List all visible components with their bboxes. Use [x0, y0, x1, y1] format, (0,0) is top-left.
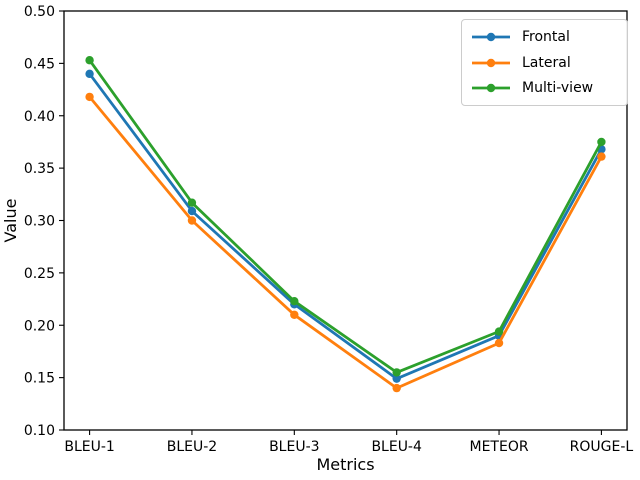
- y-tick-label: 0.40: [24, 109, 55, 125]
- y-tick-label: 0.35: [24, 161, 55, 177]
- plot-frame: [63, 10, 628, 431]
- point-frontal-bleu-4: [392, 374, 401, 383]
- y-tick-label: 0.10: [24, 423, 55, 439]
- series-line-frontal: [88, 72, 603, 381]
- y-tick-label: 0.30: [24, 214, 55, 230]
- y-axis-label: Value: [1, 199, 20, 243]
- legend-entry-multi-view: Multi-view: [470, 75, 619, 101]
- legend-label-lateral: Lateral: [522, 54, 571, 71]
- legend-label-multi-view: Multi-view: [522, 80, 594, 97]
- point-multi-view-bleu-3: [290, 296, 299, 306]
- point-frontal-bleu-1: [85, 69, 94, 79]
- point-multi-view-meteor: [494, 327, 504, 336]
- y-tick-label: 0.45: [24, 56, 55, 72]
- legend-entry-frontal: Frontal: [470, 24, 619, 50]
- legend-line-marker-icon: [472, 58, 510, 67]
- legend: Frontal Lateral Multi-view: [461, 19, 628, 106]
- point-lateral-rouge-l: [597, 152, 606, 161]
- point-lateral-bleu-2: [187, 216, 197, 225]
- point-multi-view-bleu-4: [392, 368, 401, 377]
- x-tick-label: METEOR: [470, 439, 529, 455]
- y-tick-label: 0.20: [24, 318, 55, 334]
- series-line-lateral: [88, 95, 603, 390]
- point-frontal-bleu-2: [187, 206, 197, 216]
- x-tick-label: BLEU-4: [371, 439, 422, 455]
- x-axis-label: Metrics: [316, 455, 374, 474]
- legend-line-marker-icon: [472, 32, 510, 42]
- x-tick-label: BLEU-1: [64, 439, 114, 455]
- point-lateral-bleu-1: [85, 92, 94, 102]
- legend-line-marker-icon: [472, 83, 510, 93]
- point-lateral-bleu-4: [392, 383, 401, 393]
- series-line-multi-view: [88, 58, 603, 374]
- x-tick-label: BLEU-2: [167, 439, 217, 455]
- x-tick-label: ROUGE-L: [570, 439, 634, 455]
- legend-entry-lateral: Lateral: [470, 50, 619, 76]
- legend-label-frontal: Frontal: [522, 28, 570, 45]
- point-multi-view-rouge-l: [597, 137, 606, 147]
- point-multi-view-bleu-2: [187, 198, 197, 207]
- y-tick-label: 0.50: [24, 4, 55, 20]
- point-lateral-meteor: [494, 338, 504, 348]
- x-tick-label: BLEU-3: [269, 439, 319, 455]
- point-multi-view-bleu-1: [85, 56, 94, 65]
- point-lateral-bleu-3: [290, 310, 299, 319]
- y-tick-label: 0.15: [24, 371, 55, 387]
- y-tick-label: 0.25: [24, 266, 55, 282]
